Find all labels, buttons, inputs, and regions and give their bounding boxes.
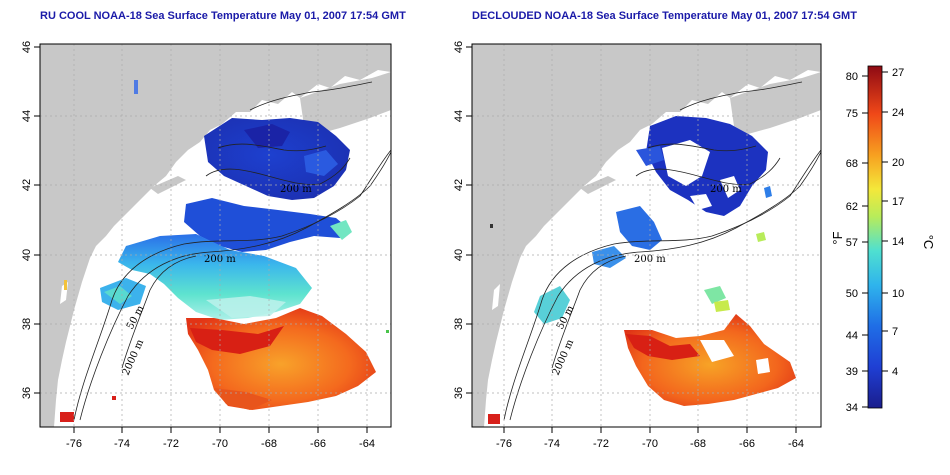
left-y-tick: 44 (21, 110, 33, 122)
right-x-tick: -74 (544, 438, 560, 450)
colorbar-f-tick: 75 (846, 108, 858, 120)
colorbar-c-tick: 4 (892, 366, 898, 378)
colorbar-c-tick: 17 (892, 196, 904, 208)
colorbar-f-tick: 34 (846, 402, 858, 414)
left-y-tick: 40 (21, 249, 33, 261)
right-plot-frame (471, 43, 822, 428)
right-x-tick: -64 (788, 438, 804, 450)
left-slope-water (118, 234, 312, 320)
left-bathymetry-contours (73, 81, 391, 421)
right-contour-label-2000m: 2000 m (551, 337, 577, 377)
left-x-tick: -72 (163, 438, 179, 450)
colorbar-unit-celsius: °C (921, 235, 936, 250)
right-tick-marks (466, 46, 797, 433)
colorbar-gradient (867, 65, 883, 409)
colorbar-c-tick: 27 (892, 67, 904, 79)
right-contour-label-200m-gom: 200 m (710, 184, 742, 195)
colorbar-c-tick: 14 (892, 236, 904, 248)
left-plot-frame (39, 43, 392, 428)
colorbar-f-tick: 50 (846, 288, 858, 300)
left-georges-bank (184, 198, 348, 252)
left-contour-label-2000m: 2000 m (121, 337, 147, 377)
right-land (472, 44, 821, 427)
right-y-tick: 42 (453, 179, 465, 191)
colorbar-f-tick: 44 (846, 330, 858, 342)
left-x-tick: -66 (310, 438, 326, 450)
colorbar: 80 75 68 62 57 50 44 39 34 27 24 20 17 1… (830, 65, 936, 414)
right-y-tick: 38 (453, 318, 465, 330)
left-y-tick: 36 (21, 387, 33, 399)
left-x-tick: -70 (212, 438, 228, 450)
right-x-tick: -66 (739, 438, 755, 450)
right-map-panel: 50 m 200 m 2000 m 200 m (472, 44, 821, 427)
left-x-tick: -68 (261, 438, 277, 450)
left-y-tick: 46 (21, 41, 33, 53)
right-x-tick: -76 (496, 438, 512, 450)
right-y-tick: 40 (453, 249, 465, 261)
left-y-tick: 38 (21, 318, 33, 330)
left-x-tick: -74 (114, 438, 130, 450)
left-gulf-of-maine-cold (204, 118, 350, 200)
left-panel-title: RU COOL NOAA-18 Sea Surface Temperature … (40, 10, 406, 22)
left-x-tick: -76 (66, 438, 82, 450)
colorbar-c-tick: 24 (892, 107, 904, 119)
left-graticule (40, 44, 391, 427)
colorbar-c-tick: 20 (892, 157, 904, 169)
right-bathymetry-contours (503, 81, 821, 421)
left-x-tick: -64 (359, 438, 375, 450)
left-contour-label-200m-gom: 200 m (280, 184, 312, 195)
right-y-tick: 36 (453, 387, 465, 399)
colorbar-f-tick: 62 (846, 201, 858, 213)
right-x-tick: -68 (690, 438, 706, 450)
colorbar-f-tick: 68 (846, 158, 858, 170)
right-panel-title: DECLOUDED NOAA-18 Sea Surface Temperatur… (472, 10, 857, 22)
left-land (40, 44, 391, 427)
right-x-tick: -70 (642, 438, 658, 450)
left-gulf-stream-warm (186, 308, 376, 410)
left-map-panel: 50 m 200 m 2000 m 200 m (40, 44, 391, 427)
colorbar-f-tick: 39 (846, 366, 858, 378)
colorbar-c-tick: 10 (892, 288, 904, 300)
right-y-tick: 44 (453, 110, 465, 122)
right-graticule (472, 44, 821, 427)
right-gulf-stream-warm (624, 314, 796, 406)
left-y-tick: 42 (21, 179, 33, 191)
left-contour-label-50m: 50 m (125, 303, 147, 331)
left-tick-marks (34, 46, 368, 433)
colorbar-c-tick: 7 (892, 326, 898, 338)
colorbar-f-tick: 80 (846, 71, 858, 83)
right-y-tick: 46 (453, 41, 465, 53)
right-georges-patches (616, 206, 662, 250)
right-x-tick: -72 (593, 438, 609, 450)
colorbar-unit-fahrenheit: °F (830, 231, 845, 244)
colorbar-f-tick: 57 (846, 237, 858, 249)
